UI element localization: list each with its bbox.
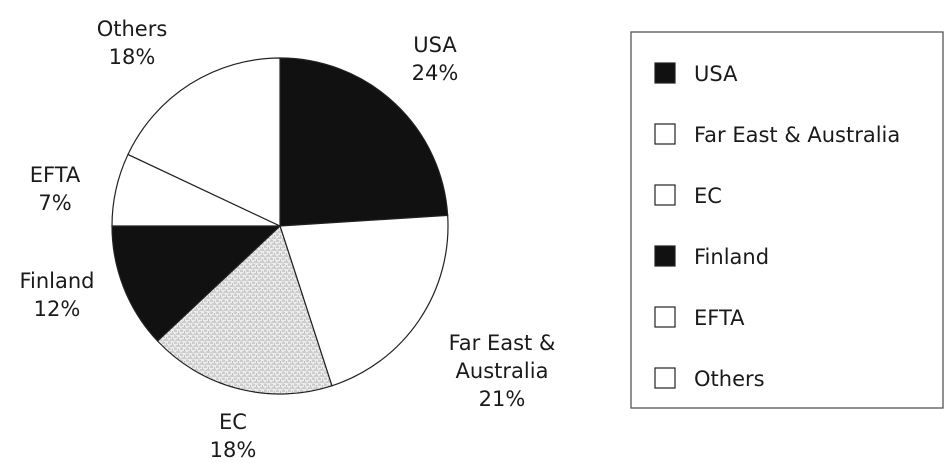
slice-label-line: 21% (479, 387, 526, 411)
slice-label-line: Australia (456, 359, 549, 383)
slice-label-line: EC (219, 410, 247, 434)
legend-label-usa: USA (694, 62, 738, 86)
slice-label-line: Far East & (449, 331, 556, 355)
legend-swatch-finland (654, 245, 676, 267)
legend-label-others: Others (694, 367, 765, 391)
legend-label-ec: EC (694, 184, 722, 208)
legend-swatch-others (654, 367, 676, 389)
legend-label-finland: Finland (694, 245, 769, 269)
pie-slices (111, 57, 449, 395)
slice-label-ec: EC 18% (210, 410, 257, 462)
slice-label-others: Others 18% (97, 17, 168, 69)
legend-swatch-ec (654, 184, 676, 206)
legend: USA Far East & Australia EC Finland EFTA Othe… (654, 62, 900, 391)
legend-label-efta: EFTA (694, 306, 745, 330)
pie-labels: USA 24% Far East & Australia 21% EC 18% Finland… (19, 17, 555, 462)
legend-label-far-east: Far East & Australia (694, 123, 900, 147)
pie-slice-ec (156, 224, 333, 395)
slice-label-finland: Finland 12% (19, 269, 94, 321)
pie-slice-finland (111, 225, 282, 342)
legend-box (630, 31, 944, 409)
slice-label-line: Others (97, 17, 168, 41)
slice-label-line: USA (413, 33, 457, 57)
slice-label-line: 24% (412, 61, 459, 85)
legend-swatch-usa (654, 62, 676, 84)
slice-label-line: 18% (109, 45, 156, 69)
slice-label-efta: EFTA 7% (30, 163, 81, 215)
slice-label-line: Finland (19, 269, 94, 293)
legend-swatch-far-east (654, 123, 676, 145)
slice-label-line: 18% (210, 438, 257, 462)
slice-label-usa: USA 24% (412, 33, 459, 85)
slice-label-far-east: Far East & Australia 21% (449, 331, 556, 411)
pie-slice-far-east (279, 214, 449, 387)
legend-swatch-efta (654, 306, 676, 328)
pie-slice-others (127, 57, 281, 227)
slice-label-line: 12% (34, 297, 81, 321)
slice-label-line: 7% (38, 191, 71, 215)
pie-slice-usa (279, 57, 449, 227)
slice-label-line: EFTA (30, 163, 81, 187)
